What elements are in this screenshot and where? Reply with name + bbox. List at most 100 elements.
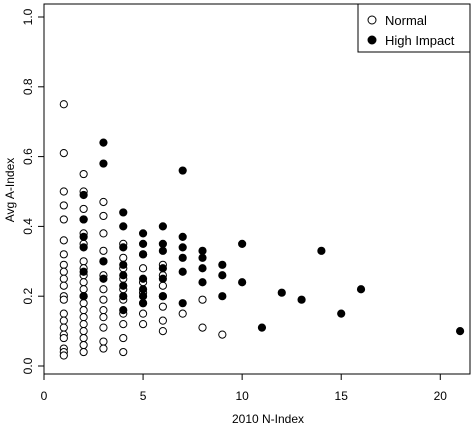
- normal-point: [99, 285, 108, 294]
- normal-point: [59, 281, 68, 290]
- normal-point: [59, 295, 68, 304]
- normal-point: [79, 299, 88, 308]
- high-impact-point: [218, 271, 227, 280]
- normal-point: [59, 215, 68, 224]
- normal-point: [79, 313, 88, 322]
- high-impact-point: [178, 253, 187, 262]
- high-impact-point: [158, 274, 167, 283]
- normal-point: [158, 281, 167, 290]
- normal-point: [59, 274, 68, 283]
- normal-point: [59, 236, 68, 245]
- normal-point: [59, 100, 68, 109]
- high-impact-point: [138, 229, 148, 238]
- x-axis: 0 5 10 15 20: [41, 374, 448, 403]
- high-impact-point: [79, 267, 88, 276]
- normal-point: [99, 211, 108, 221]
- high-impact-point: [79, 215, 88, 224]
- high-impact-point: [218, 260, 227, 269]
- y-tick-label: 1.0: [21, 8, 35, 25]
- normal-point: [59, 323, 68, 332]
- high-impact-point: [138, 299, 148, 308]
- normal-point: [198, 323, 207, 332]
- high-impact-point: [99, 274, 108, 283]
- high-impact-point: [178, 243, 187, 252]
- high-impact-point: [119, 292, 128, 301]
- series-normal: [59, 100, 227, 360]
- normal-point: [99, 306, 108, 315]
- high-impact-point: [99, 138, 108, 147]
- high-impact-point: [178, 232, 187, 241]
- high-impact-point: [198, 246, 207, 255]
- legend-marker-normal: [367, 15, 377, 25]
- normal-point: [59, 260, 68, 269]
- high-impact-point: [317, 246, 326, 255]
- high-impact-point: [119, 306, 128, 315]
- normal-point: [119, 253, 128, 262]
- plot-border: [43, 3, 471, 375]
- normal-point: [138, 309, 148, 318]
- high-impact-point: [138, 250, 148, 259]
- y-tick-label: 0.8: [21, 78, 35, 95]
- normal-point: [79, 320, 88, 329]
- normal-point: [59, 149, 68, 158]
- high-impact-point: [297, 295, 306, 304]
- normal-point: [99, 229, 108, 238]
- y-tick-label: 0.2: [21, 288, 35, 305]
- high-impact-point: [158, 292, 167, 301]
- x-tick-label: 5: [140, 389, 147, 403]
- normal-point: [59, 201, 68, 210]
- high-impact-point: [119, 243, 128, 252]
- high-impact-point: [138, 239, 148, 248]
- normal-point: [79, 278, 88, 287]
- normal-point: [59, 333, 68, 343]
- normal-point: [178, 309, 187, 318]
- high-impact-point: [79, 292, 88, 301]
- normal-point: [59, 309, 68, 318]
- high-impact-point: [356, 285, 366, 294]
- plot-area: [43, 3, 471, 375]
- normal-point: [119, 320, 128, 329]
- high-impact-point: [138, 285, 148, 294]
- high-impact-point: [178, 299, 187, 308]
- high-impact-point: [138, 292, 148, 301]
- y-axis: 0.0 0.2 0.4 0.6 0.8 1.0: [21, 8, 44, 374]
- normal-point: [59, 187, 68, 196]
- normal-point: [119, 333, 128, 343]
- normal-point: [119, 347, 128, 357]
- y-tick-label: 0.0: [21, 357, 35, 374]
- y-tick-label: 0.4: [21, 218, 35, 235]
- high-impact-point: [277, 288, 286, 297]
- normal-point: [99, 337, 108, 346]
- normal-point: [79, 333, 88, 343]
- high-impact-point: [158, 246, 167, 255]
- high-impact-point: [337, 309, 346, 318]
- high-impact-point: [79, 243, 88, 252]
- high-impact-point: [79, 190, 88, 200]
- normal-point: [138, 264, 148, 273]
- normal-point: [198, 295, 207, 304]
- normal-point: [59, 267, 68, 276]
- normal-point: [59, 250, 68, 259]
- high-impact-point: [238, 239, 247, 248]
- high-impact-point: [218, 292, 227, 301]
- normal-point: [79, 257, 88, 266]
- high-impact-point: [138, 274, 148, 283]
- high-impact-point: [198, 253, 207, 262]
- normal-point: [59, 351, 68, 360]
- high-impact-point: [119, 222, 128, 231]
- x-axis-title: 2010 N-Index: [232, 412, 304, 426]
- normal-point: [79, 340, 88, 350]
- x-tick-label: 20: [434, 389, 448, 403]
- normal-point: [158, 302, 167, 311]
- normal-point: [99, 323, 108, 332]
- high-impact-point: [257, 323, 267, 332]
- normal-point: [99, 295, 108, 304]
- high-impact-point: [455, 327, 465, 336]
- high-impact-point: [238, 278, 247, 287]
- high-impact-point: [198, 278, 207, 287]
- x-tick-label: 10: [235, 389, 249, 403]
- high-impact-point: [119, 271, 128, 280]
- legend-box: [357, 3, 471, 53]
- normal-point: [79, 204, 88, 214]
